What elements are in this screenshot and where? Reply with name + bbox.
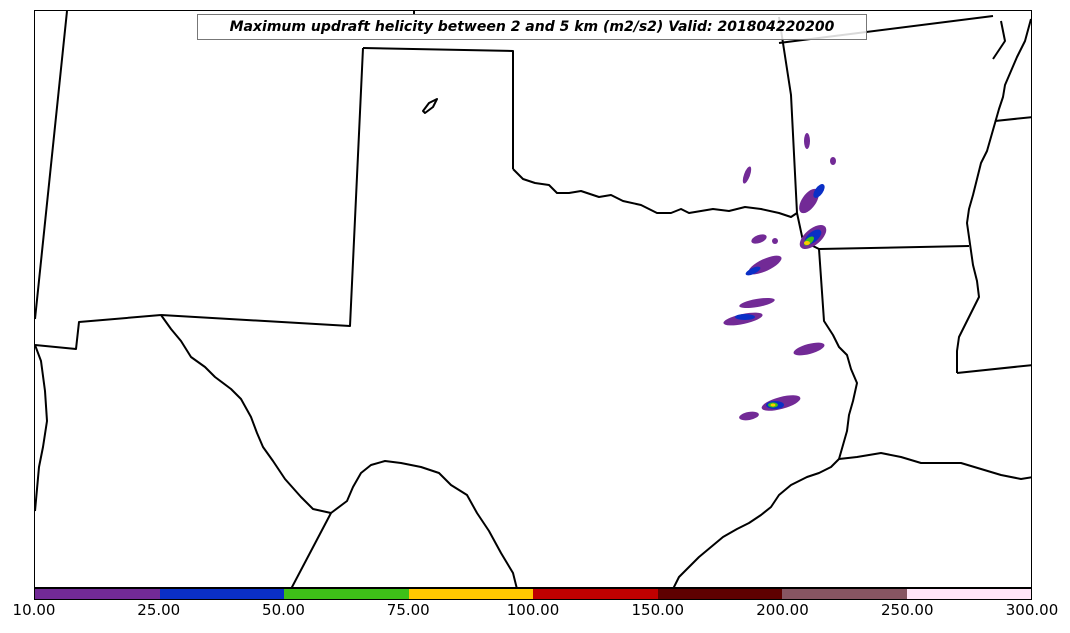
state-border [290,512,332,587]
colorbar-tick-label: 300.00 [1005,601,1059,619]
colorbar-segment [284,589,409,599]
state-border [994,116,1031,122]
colorbar-segment [657,589,782,599]
coastline [672,458,840,587]
map-title-box: Maximum updraft helicity between 2 and 5… [197,14,867,40]
state-border [818,245,970,250]
colorbar-segment [35,589,160,599]
state-border [512,168,798,218]
colorbar-segment [533,589,658,599]
state-border [362,47,514,169]
state-border [956,364,1031,374]
river-border [956,18,1031,373]
map-canvas [35,11,1031,587]
colorbar-segment [906,589,1031,599]
colorbar-tick-label: 50.00 [262,601,305,619]
colorbar-tick-label: 150.00 [631,601,685,619]
state-border [778,16,798,214]
state-border [35,344,48,512]
colorbar-segment [159,589,284,599]
state-border [992,20,1006,60]
colorbar-tick-label: 10.00 [12,601,56,619]
helicity-contours [723,133,836,421]
colorbar-segment [408,589,533,599]
colorbar-tick-label: 100.00 [506,601,560,619]
state-border [160,314,518,587]
map-title: Maximum updraft helicity between 2 and 5… [229,19,835,35]
colorbar-tick-label: 250.00 [881,601,934,619]
map-frame [34,10,1032,588]
state-border [160,47,364,327]
lake [422,98,438,114]
colorbar-tick-label: 75.00 [386,601,430,619]
colorbar [34,588,1032,600]
colorbar-tick-label: 200.00 [756,601,809,619]
colorbar-segment [782,589,907,599]
state-border [35,11,68,320]
state-border [35,314,162,350]
coastline [838,452,1031,480]
colorbar-tick-label: 25.00 [137,601,181,619]
state-border [818,248,858,460]
